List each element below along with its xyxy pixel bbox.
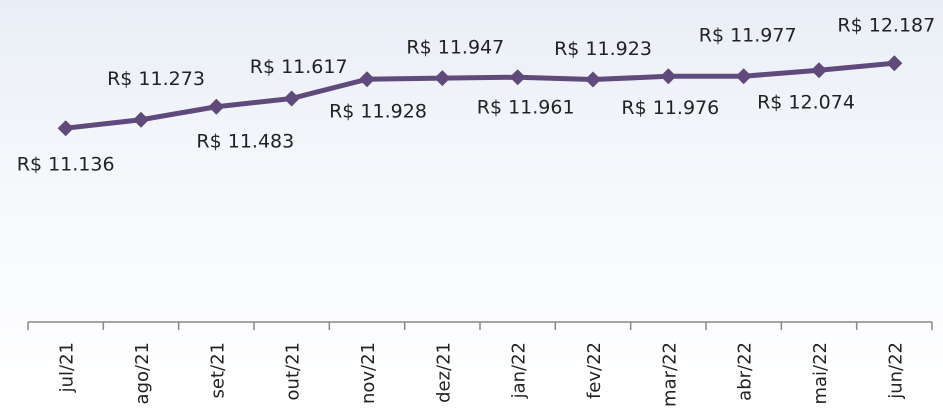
marker (660, 68, 677, 85)
data-label: R$ 11.273 (107, 68, 205, 90)
marker (886, 55, 903, 72)
x-tick-label: nov/21 (358, 342, 379, 404)
data-label: R$ 12.074 (757, 92, 855, 114)
data-label: R$ 11.617 (250, 56, 348, 78)
data-label: R$ 11.923 (554, 38, 652, 60)
data-label: R$ 11.947 (406, 37, 504, 59)
data-label: R$ 11.928 (329, 101, 427, 123)
line (65, 60, 895, 131)
data-label: R$ 11.961 (477, 97, 575, 119)
marker (57, 120, 74, 137)
data-label: R$ 11.977 (699, 25, 797, 47)
x-tick-label: abr/22 (735, 342, 756, 401)
x-tick-label: mai/22 (810, 342, 831, 405)
x-tick-label: out/21 (283, 342, 304, 400)
data-label: R$ 11.483 (196, 130, 294, 152)
x-tick-label: dez/21 (433, 342, 454, 403)
marker (283, 90, 300, 107)
marker (509, 69, 526, 86)
x-tick-label: jan/22 (509, 342, 530, 399)
x-tick-label: jun/22 (885, 342, 906, 400)
x-tick-label: ago/21 (132, 342, 153, 404)
marker (359, 71, 375, 88)
marker (735, 68, 752, 85)
data-label: R$ 11.136 (17, 154, 115, 176)
x-tick-label: jul/21 (57, 342, 78, 393)
x-tick-label: set/21 (207, 342, 228, 398)
x-tick-label: fev/22 (584, 342, 605, 399)
marker (133, 111, 149, 128)
marker (208, 98, 225, 115)
marker (434, 70, 451, 87)
data-label: R$ 12.187 (837, 15, 935, 37)
x-tick-label: mar/22 (659, 342, 680, 407)
marker (585, 71, 601, 88)
marker (811, 62, 827, 79)
data-label: R$ 11.976 (621, 97, 719, 119)
